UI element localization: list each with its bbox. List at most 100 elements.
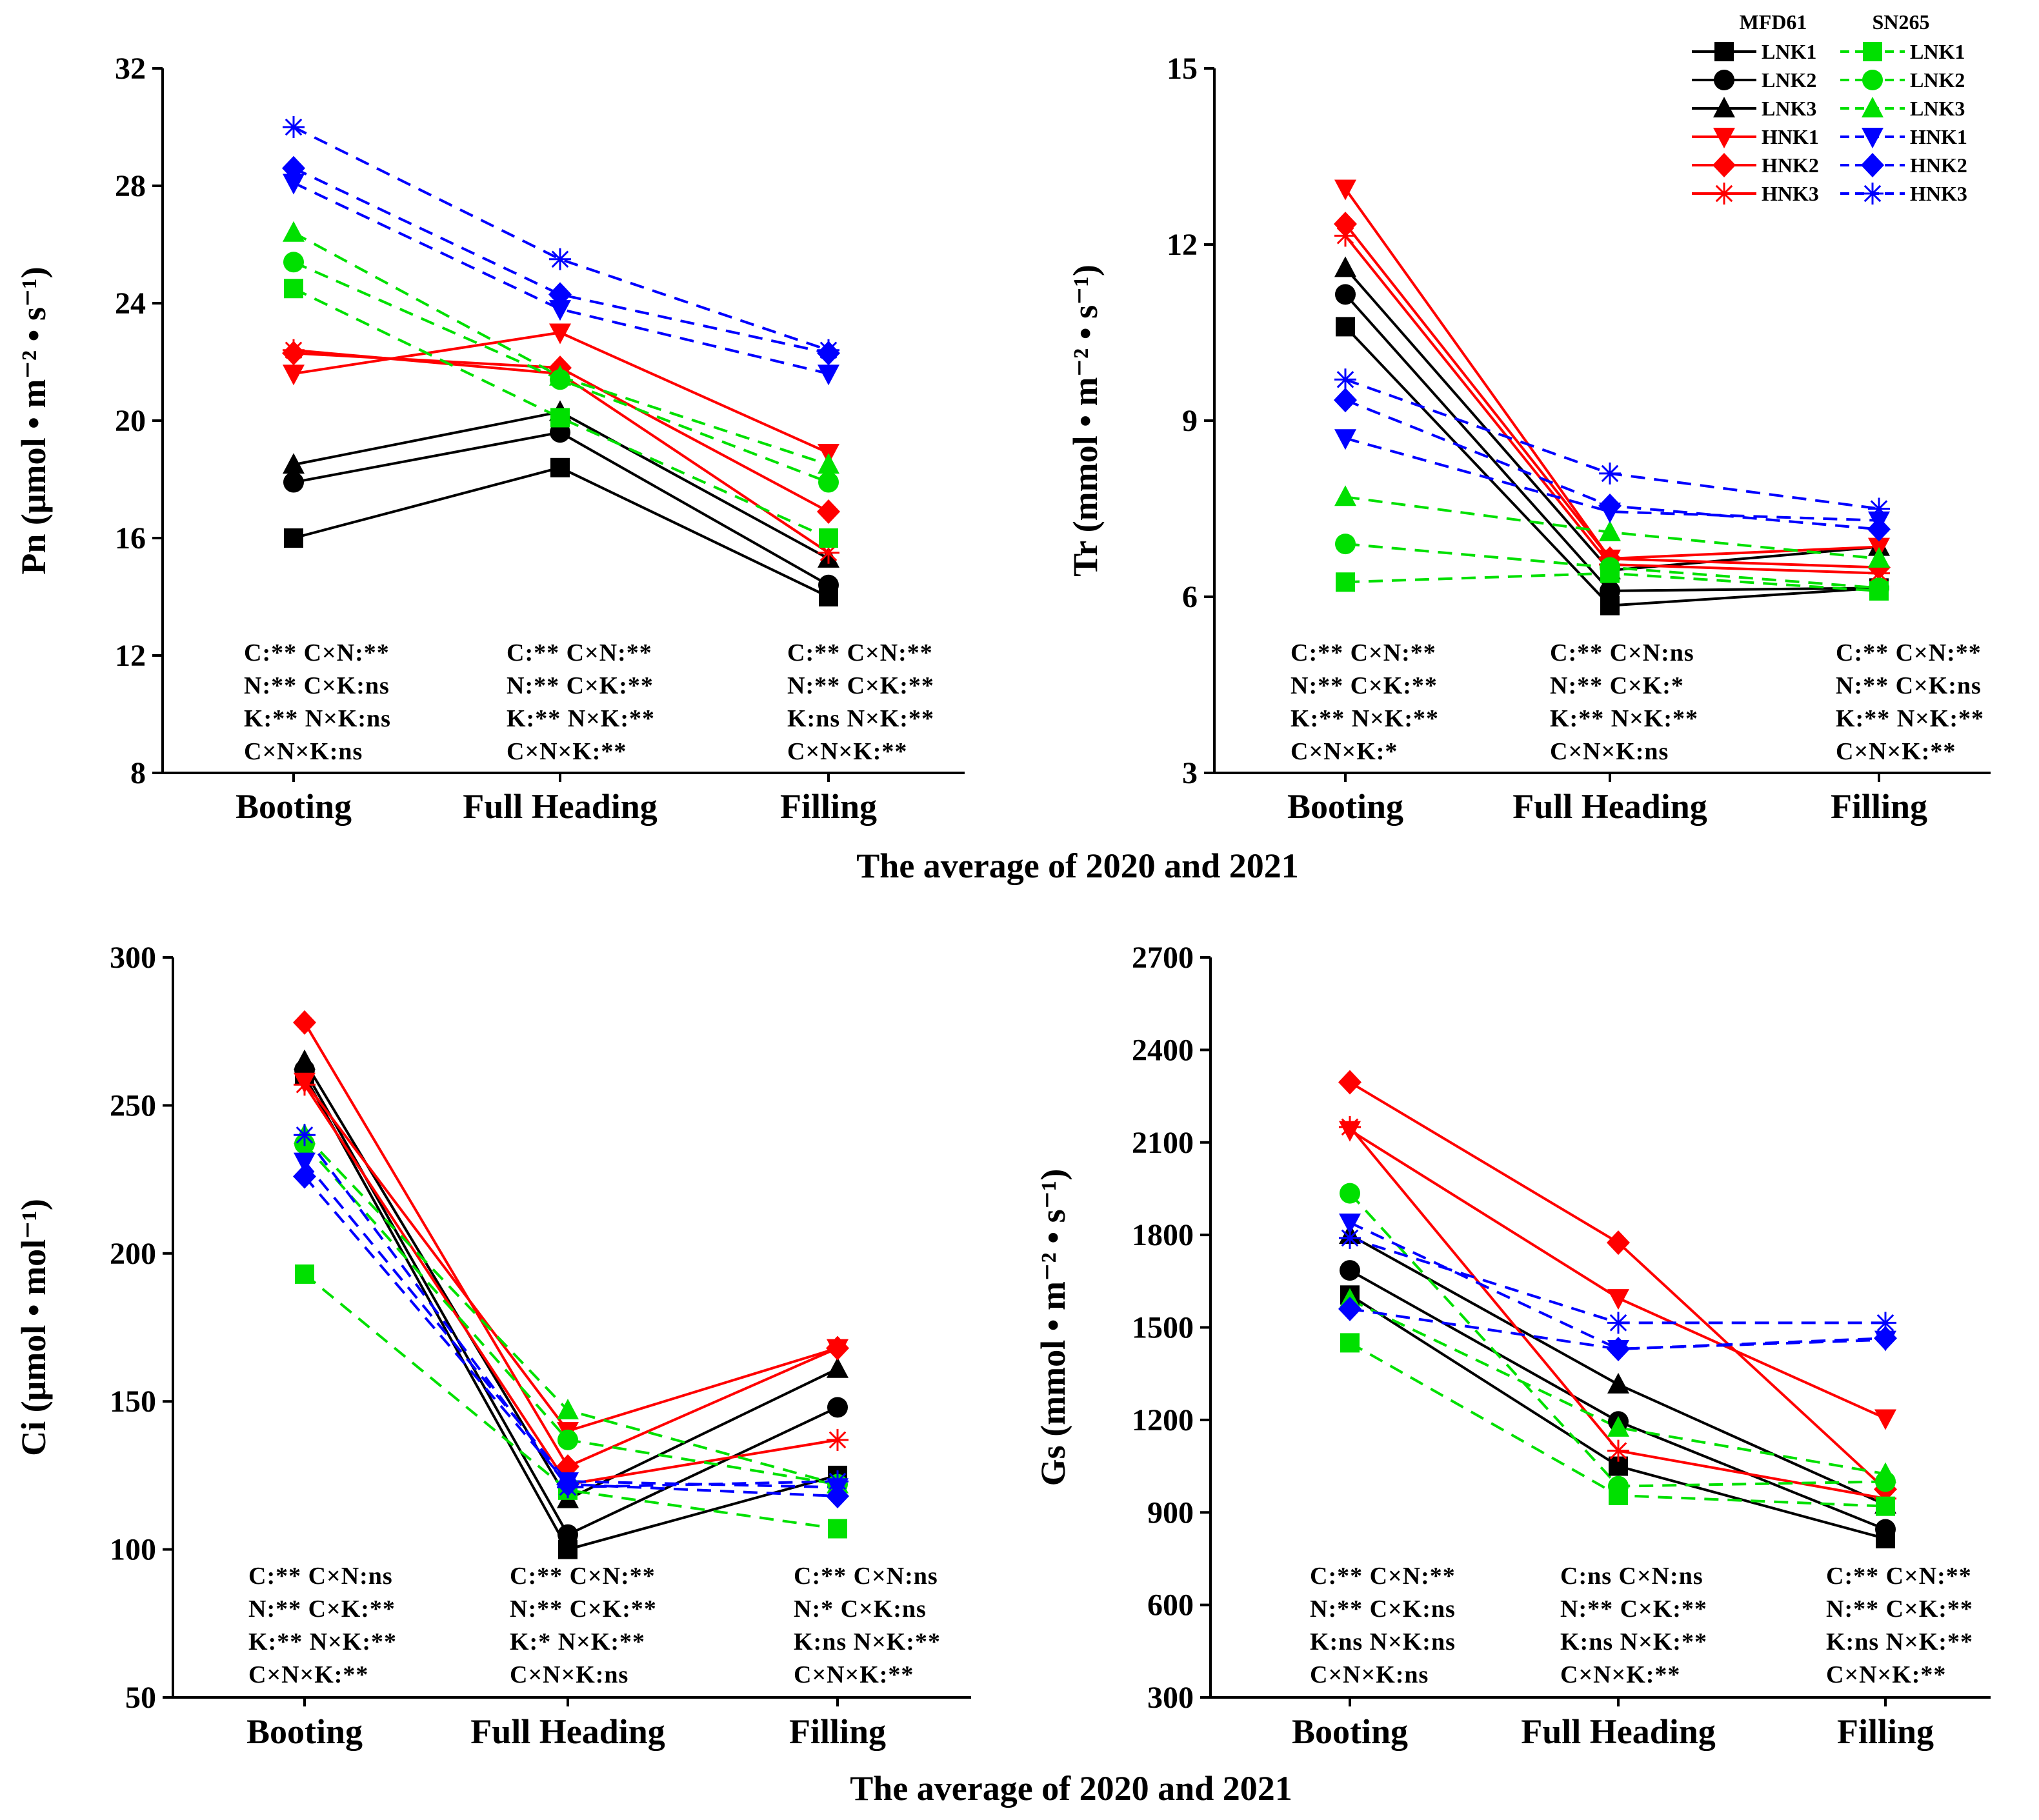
significance-annotation: N:** C×K:ns xyxy=(244,672,390,699)
significance-annotation: K:ns N×K:ns xyxy=(1310,1628,1456,1655)
data-point xyxy=(294,1124,316,1146)
data-point xyxy=(1334,368,1356,391)
series-line xyxy=(1345,378,1880,510)
significance-annotation: N:** C×K:** xyxy=(507,672,654,699)
legend: MFD61 SN265 LNK1 LNK1 LNK2 LNK2 LNK3 LNK3 HNK1 HN… xyxy=(1692,10,1967,205)
legend-marker xyxy=(1862,70,1883,90)
data-point xyxy=(1868,497,1890,520)
y-tick-label: 1500 xyxy=(1132,1311,1194,1345)
data-point xyxy=(557,1398,579,1419)
data-point xyxy=(283,472,304,493)
legend-marker xyxy=(1713,128,1735,148)
data-point xyxy=(1339,1226,1361,1249)
legend-label: LNK2 xyxy=(1762,68,1816,92)
data-point xyxy=(1868,562,1890,585)
data-point xyxy=(1334,388,1357,413)
legend-label: HNK1 xyxy=(1910,125,1967,148)
data-point xyxy=(1338,1296,1361,1321)
data-point xyxy=(294,1074,316,1096)
significance-annotation: C:** C×N:ns xyxy=(1550,639,1694,666)
significance-annotation: K:** N×K:** xyxy=(1291,705,1439,732)
significance-annotation: C:** C×N:** xyxy=(510,1563,656,1590)
data-point xyxy=(1334,179,1356,201)
data-point xyxy=(1334,485,1356,506)
data-point xyxy=(1867,517,1891,542)
y-tick-label: 2400 xyxy=(1132,1033,1194,1067)
significance-annotation: C×N×K:ns xyxy=(1310,1661,1429,1688)
y-tick-label: 8 xyxy=(130,756,146,790)
data-point xyxy=(549,300,571,321)
y-tick-label: 12 xyxy=(1167,228,1198,262)
data-point xyxy=(1335,534,1356,555)
legend-label: LNK3 xyxy=(1762,97,1816,120)
significance-annotation: K:** N×K:** xyxy=(248,1628,397,1655)
significance-annotation: K:ns N×K:** xyxy=(1560,1628,1707,1655)
significance-annotation: K:ns N×K:** xyxy=(787,705,934,732)
data-point xyxy=(283,453,305,474)
significance-annotation: N:** C×K:ns xyxy=(1836,672,1982,699)
y-axis-label: Gs (mmol • m⁻² • s⁻¹) xyxy=(1034,1169,1072,1486)
y-tick-label: 300 xyxy=(110,941,156,975)
data-point xyxy=(1607,1372,1629,1394)
series-line xyxy=(293,181,829,375)
y-tick-label: 28 xyxy=(115,169,146,203)
data-point xyxy=(550,457,570,477)
x-tick-label: Full Heading xyxy=(1512,787,1707,826)
data-point xyxy=(828,1519,847,1539)
significance-annotation: C×N×K:** xyxy=(507,738,627,765)
legend-marker xyxy=(1862,128,1883,148)
panel-gs: 300 600 900 1200 1500 1800 2100 2400 2700 Gs (mmo… xyxy=(1034,941,1991,1751)
data-point xyxy=(1869,577,1889,599)
panel-tr: 3 6 9 12 15 Tr (mmol • m⁻² • s⁻¹) Booting Full … xyxy=(1066,52,1991,826)
significance-annotation: N:** C×K:** xyxy=(248,1595,396,1623)
data-point xyxy=(1607,1415,1629,1437)
data-point xyxy=(1876,1496,1895,1516)
significance-annotation: N:* C×K:ns xyxy=(794,1595,927,1623)
panel-ci: 50 100 150 200 250 300 Ci (μmol • mol⁻¹) Bootin… xyxy=(14,941,971,1751)
significance-annotation: K:** N×K:ns xyxy=(244,705,391,732)
data-point xyxy=(1607,1312,1629,1334)
data-point xyxy=(1334,429,1356,450)
legend-marker xyxy=(1713,97,1735,117)
x-tick-label: Booting xyxy=(1287,787,1403,826)
significance-annotation: K:ns N×K:** xyxy=(1826,1628,1973,1655)
significance-annotation: C×N×K:** xyxy=(248,1661,368,1688)
data-point xyxy=(550,408,570,428)
data-point xyxy=(818,339,839,361)
data-point xyxy=(1336,572,1355,592)
data-point xyxy=(284,279,303,299)
legend-marker xyxy=(1863,42,1882,61)
significance-annotation: C×N×K:** xyxy=(787,738,907,765)
series-line xyxy=(303,1273,838,1530)
y-tick-label: 15 xyxy=(1167,52,1198,86)
legend-marker xyxy=(1862,97,1883,117)
data-point xyxy=(818,365,839,386)
data-point xyxy=(1334,256,1356,277)
legend-label: HNK3 xyxy=(1910,182,1967,205)
legend-marker xyxy=(1714,42,1734,61)
y-tick-label: 16 xyxy=(115,521,146,555)
significance-annotation: C×N×K:** xyxy=(794,1661,914,1688)
x-tick-label: Booting xyxy=(246,1712,363,1751)
y-tick-label: 1800 xyxy=(1132,1218,1194,1252)
legend-group-header: SN265 xyxy=(1873,10,1930,34)
series-line xyxy=(1344,294,1880,592)
series-line xyxy=(303,1134,838,1489)
y-tick-label: 6 xyxy=(1182,580,1198,614)
x-tick-label: Filling xyxy=(780,787,877,826)
y-tick-label: 32 xyxy=(115,52,146,86)
legend-marker xyxy=(1713,153,1736,177)
data-point xyxy=(283,221,305,242)
legend-label: LNK2 xyxy=(1910,68,1965,92)
legend-label: HNK1 xyxy=(1762,125,1819,148)
x-tick-label: Full Heading xyxy=(463,787,658,826)
data-point xyxy=(294,1152,316,1174)
significance-annotation: N:** C×K:ns xyxy=(1310,1595,1456,1623)
common-xlabel-bottom: The average of 2020 and 2021 xyxy=(850,1769,1292,1808)
significance-annotation: K:** N×K:** xyxy=(1550,705,1698,732)
data-point xyxy=(295,1264,314,1284)
y-tick-label: 250 xyxy=(110,1088,156,1123)
y-tick-label: 2700 xyxy=(1132,941,1194,975)
significance-annotation: C:** C×N:** xyxy=(244,639,390,666)
x-tick-label: Filling xyxy=(789,1712,886,1751)
